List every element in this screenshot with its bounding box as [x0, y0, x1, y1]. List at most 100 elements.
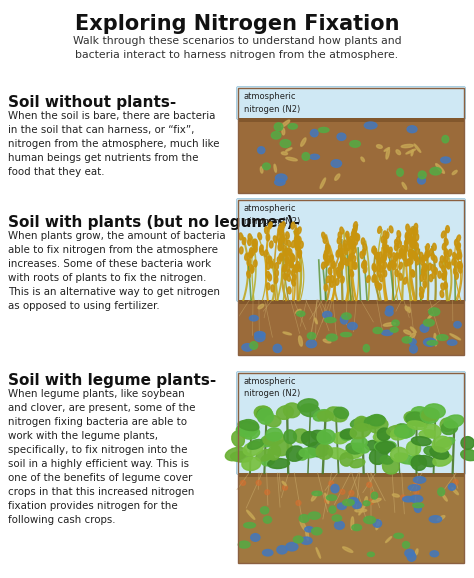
Ellipse shape — [353, 228, 356, 235]
Ellipse shape — [419, 252, 423, 259]
Ellipse shape — [317, 429, 335, 444]
Ellipse shape — [371, 491, 376, 497]
Ellipse shape — [283, 264, 287, 271]
Ellipse shape — [244, 523, 255, 528]
Ellipse shape — [350, 253, 354, 260]
Ellipse shape — [410, 333, 416, 339]
Ellipse shape — [383, 238, 387, 245]
Ellipse shape — [354, 222, 357, 229]
Ellipse shape — [423, 264, 427, 271]
FancyBboxPatch shape — [237, 372, 465, 475]
Ellipse shape — [370, 449, 387, 465]
Ellipse shape — [350, 270, 354, 277]
Ellipse shape — [410, 240, 413, 247]
Ellipse shape — [242, 343, 253, 351]
Ellipse shape — [440, 291, 444, 298]
Ellipse shape — [382, 256, 385, 263]
Ellipse shape — [238, 421, 258, 431]
Ellipse shape — [413, 252, 417, 259]
Ellipse shape — [350, 140, 360, 147]
Ellipse shape — [255, 334, 265, 342]
Ellipse shape — [345, 259, 349, 266]
Ellipse shape — [408, 485, 420, 491]
Ellipse shape — [418, 171, 426, 179]
Ellipse shape — [319, 127, 329, 132]
Ellipse shape — [280, 223, 283, 230]
Ellipse shape — [397, 231, 401, 238]
Ellipse shape — [448, 249, 452, 257]
Ellipse shape — [296, 239, 300, 246]
Ellipse shape — [437, 335, 448, 340]
Ellipse shape — [338, 262, 342, 269]
Ellipse shape — [352, 255, 356, 262]
Ellipse shape — [367, 482, 372, 487]
Ellipse shape — [242, 238, 246, 244]
Ellipse shape — [337, 271, 341, 278]
Text: When legume plants, like soybean
and clover, are present, some of the
nitrogen f: When legume plants, like soybean and clo… — [8, 389, 195, 525]
Ellipse shape — [271, 132, 281, 139]
Ellipse shape — [368, 414, 385, 426]
Ellipse shape — [258, 304, 264, 309]
Ellipse shape — [340, 227, 344, 234]
Ellipse shape — [350, 418, 370, 428]
Ellipse shape — [431, 253, 435, 260]
Ellipse shape — [332, 515, 342, 521]
Ellipse shape — [323, 312, 332, 318]
Ellipse shape — [250, 342, 258, 349]
Ellipse shape — [281, 231, 284, 238]
Ellipse shape — [239, 247, 243, 254]
Ellipse shape — [346, 231, 349, 238]
Ellipse shape — [286, 148, 292, 151]
Ellipse shape — [310, 129, 318, 137]
Ellipse shape — [413, 239, 417, 246]
Ellipse shape — [240, 480, 246, 486]
Ellipse shape — [395, 269, 399, 276]
Ellipse shape — [252, 239, 255, 246]
Ellipse shape — [297, 450, 309, 460]
Ellipse shape — [377, 428, 391, 440]
Ellipse shape — [351, 231, 355, 238]
Ellipse shape — [372, 275, 375, 282]
Ellipse shape — [424, 446, 439, 456]
Text: atmospheric
nitrogen (N2): atmospheric nitrogen (N2) — [244, 92, 300, 113]
Ellipse shape — [401, 144, 413, 147]
Ellipse shape — [341, 332, 352, 337]
Ellipse shape — [385, 309, 393, 316]
Ellipse shape — [268, 222, 272, 229]
Bar — [238, 118, 464, 122]
Ellipse shape — [387, 425, 406, 436]
Ellipse shape — [257, 409, 273, 420]
Ellipse shape — [324, 253, 328, 260]
Ellipse shape — [243, 442, 264, 455]
Ellipse shape — [431, 265, 434, 272]
Ellipse shape — [445, 261, 449, 268]
Ellipse shape — [270, 241, 273, 248]
Ellipse shape — [410, 345, 418, 353]
Ellipse shape — [407, 553, 416, 561]
Ellipse shape — [408, 307, 410, 313]
Ellipse shape — [283, 485, 288, 490]
Ellipse shape — [284, 249, 288, 256]
Ellipse shape — [374, 441, 396, 451]
Ellipse shape — [392, 263, 396, 270]
Ellipse shape — [420, 408, 439, 423]
Ellipse shape — [328, 268, 332, 275]
Ellipse shape — [251, 533, 260, 542]
Ellipse shape — [397, 169, 403, 176]
Ellipse shape — [249, 251, 253, 258]
Ellipse shape — [383, 254, 386, 261]
Ellipse shape — [247, 271, 250, 278]
Ellipse shape — [452, 488, 458, 495]
Ellipse shape — [335, 174, 340, 180]
Ellipse shape — [378, 258, 381, 265]
Ellipse shape — [242, 457, 261, 470]
Ellipse shape — [411, 436, 431, 446]
Ellipse shape — [279, 253, 283, 260]
Ellipse shape — [411, 250, 415, 257]
Ellipse shape — [411, 270, 415, 277]
Ellipse shape — [287, 240, 291, 247]
Ellipse shape — [373, 520, 382, 527]
Ellipse shape — [424, 424, 441, 438]
Ellipse shape — [306, 528, 309, 540]
Ellipse shape — [381, 236, 385, 243]
